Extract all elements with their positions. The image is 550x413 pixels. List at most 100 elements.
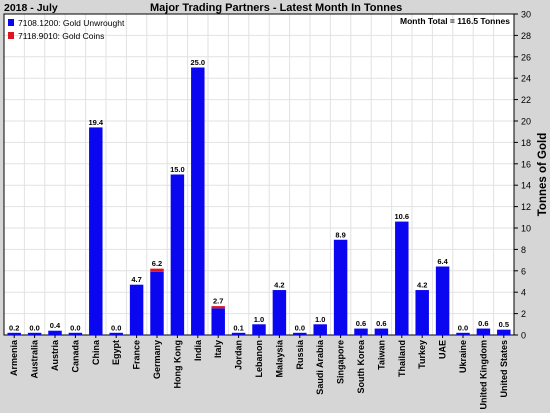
category-label: Russia (295, 339, 305, 370)
category-label: United Kingdom (478, 340, 488, 410)
category-label: Ukraine (458, 340, 468, 373)
bar-unwrought (435, 266, 450, 335)
legend-swatch (8, 19, 14, 26)
category-label: China (91, 339, 101, 365)
bar-unwrought (129, 284, 144, 335)
bar-unwrought (109, 332, 123, 335)
data-label: 6.4 (437, 257, 448, 266)
bar-unwrought (272, 290, 287, 335)
category-label: Australia (30, 339, 40, 379)
data-label: 19.4 (88, 118, 103, 127)
category-label: Taiwan (376, 340, 386, 370)
category-label: Malaysia (274, 339, 284, 378)
y-tick-label: 4 (521, 288, 526, 298)
data-label: 4.2 (274, 281, 284, 290)
bar-unwrought (211, 308, 225, 335)
data-label: 0.0 (29, 323, 39, 332)
data-label: 0.4 (50, 321, 61, 330)
y-tick-label: 0 (521, 331, 526, 341)
bar-unwrought (191, 67, 205, 335)
bar-unwrought (476, 328, 491, 335)
data-label: 15.0 (170, 165, 185, 174)
data-label: 0.5 (499, 320, 509, 329)
category-label: Jordan (234, 340, 244, 370)
y-tick-label: 22 (521, 95, 531, 105)
bar-unwrought (252, 324, 266, 335)
y-tick-label: 6 (521, 266, 526, 276)
bar-unwrought (415, 290, 429, 335)
data-label: 0.0 (458, 323, 468, 332)
bar-unwrought (293, 332, 307, 335)
bar-unwrought (333, 239, 348, 335)
data-label: 6.2 (152, 259, 162, 268)
bar-unwrought (170, 174, 185, 335)
category-label: Saudi Arabia (315, 339, 325, 395)
category-label: France (132, 340, 142, 370)
month-total-annotation: Month Total = 116.5 Tonnes (400, 16, 510, 26)
category-label: Germany (152, 340, 162, 379)
bar-unwrought (7, 332, 21, 335)
category-label: Egypt (111, 340, 121, 365)
data-label: 0.2 (9, 323, 19, 332)
y-tick-label: 20 (521, 117, 531, 127)
data-label: 0.6 (478, 319, 488, 328)
data-label: 10.6 (394, 212, 409, 221)
bar-unwrought (68, 332, 83, 335)
category-label: United States (499, 340, 509, 398)
bar-unwrought (456, 332, 470, 335)
y-tick-label: 24 (521, 74, 531, 84)
data-label: 0.0 (295, 323, 305, 332)
legend-label: 7118.9010: Gold Coins (18, 31, 104, 41)
category-label: Hong Kong (172, 340, 182, 389)
category-label: Singapore (336, 340, 346, 384)
data-label: 0.6 (356, 319, 366, 328)
legend-label: 7108.1200: Gold Unwrought (18, 18, 125, 28)
y-tick-label: 30 (521, 10, 531, 20)
bar-unwrought (374, 328, 389, 335)
data-label: 25.0 (190, 58, 205, 67)
y-tick-label: 16 (521, 159, 531, 169)
legend-swatch (8, 32, 14, 39)
date-label: 2018 - July (4, 2, 58, 14)
y-tick-label: 26 (521, 52, 531, 62)
data-label: 8.9 (335, 230, 345, 239)
y-tick-label: 12 (521, 202, 531, 212)
y-axis-title: Tonnes of Gold (537, 133, 549, 216)
category-label: Thailand (397, 340, 407, 377)
y-tick-label: 14 (521, 181, 531, 191)
category-label: South Korea (356, 339, 366, 393)
y-tick-label: 2 (521, 309, 526, 319)
y-tick-label: 8 (521, 245, 526, 255)
category-label: Lebanon (254, 340, 264, 378)
category-label: UAE (438, 340, 448, 359)
data-label: 0.1 (233, 323, 243, 332)
data-label: 4.7 (131, 275, 141, 284)
y-tick-label: 10 (521, 224, 531, 234)
plot-area (4, 14, 514, 335)
category-label: Turkey (417, 340, 427, 369)
category-label: Austria (50, 339, 60, 371)
category-label: Canada (70, 339, 80, 373)
data-label: 4.2 (417, 281, 427, 290)
data-label: 0.6 (376, 319, 386, 328)
category-label: Italy (213, 340, 223, 358)
chart-title: Major Trading Partners - Latest Month In… (150, 2, 403, 14)
bar-unwrought (395, 221, 409, 335)
bar-unwrought (27, 332, 42, 335)
category-label: Armenia (9, 339, 19, 376)
bar-coins (211, 306, 225, 309)
bar-unwrought (231, 332, 246, 335)
category-label: India (193, 339, 203, 361)
data-label: 0.0 (111, 323, 121, 332)
data-label: 1.0 (254, 315, 264, 324)
data-label: 1.0 (315, 315, 325, 324)
bar-unwrought (89, 127, 103, 335)
bar-unwrought (313, 324, 327, 335)
bar-coins (150, 268, 164, 272)
bar-unwrought (150, 271, 164, 335)
y-tick-label: 18 (521, 138, 531, 148)
bar-unwrought (354, 328, 368, 335)
data-label: 0.0 (70, 323, 80, 332)
